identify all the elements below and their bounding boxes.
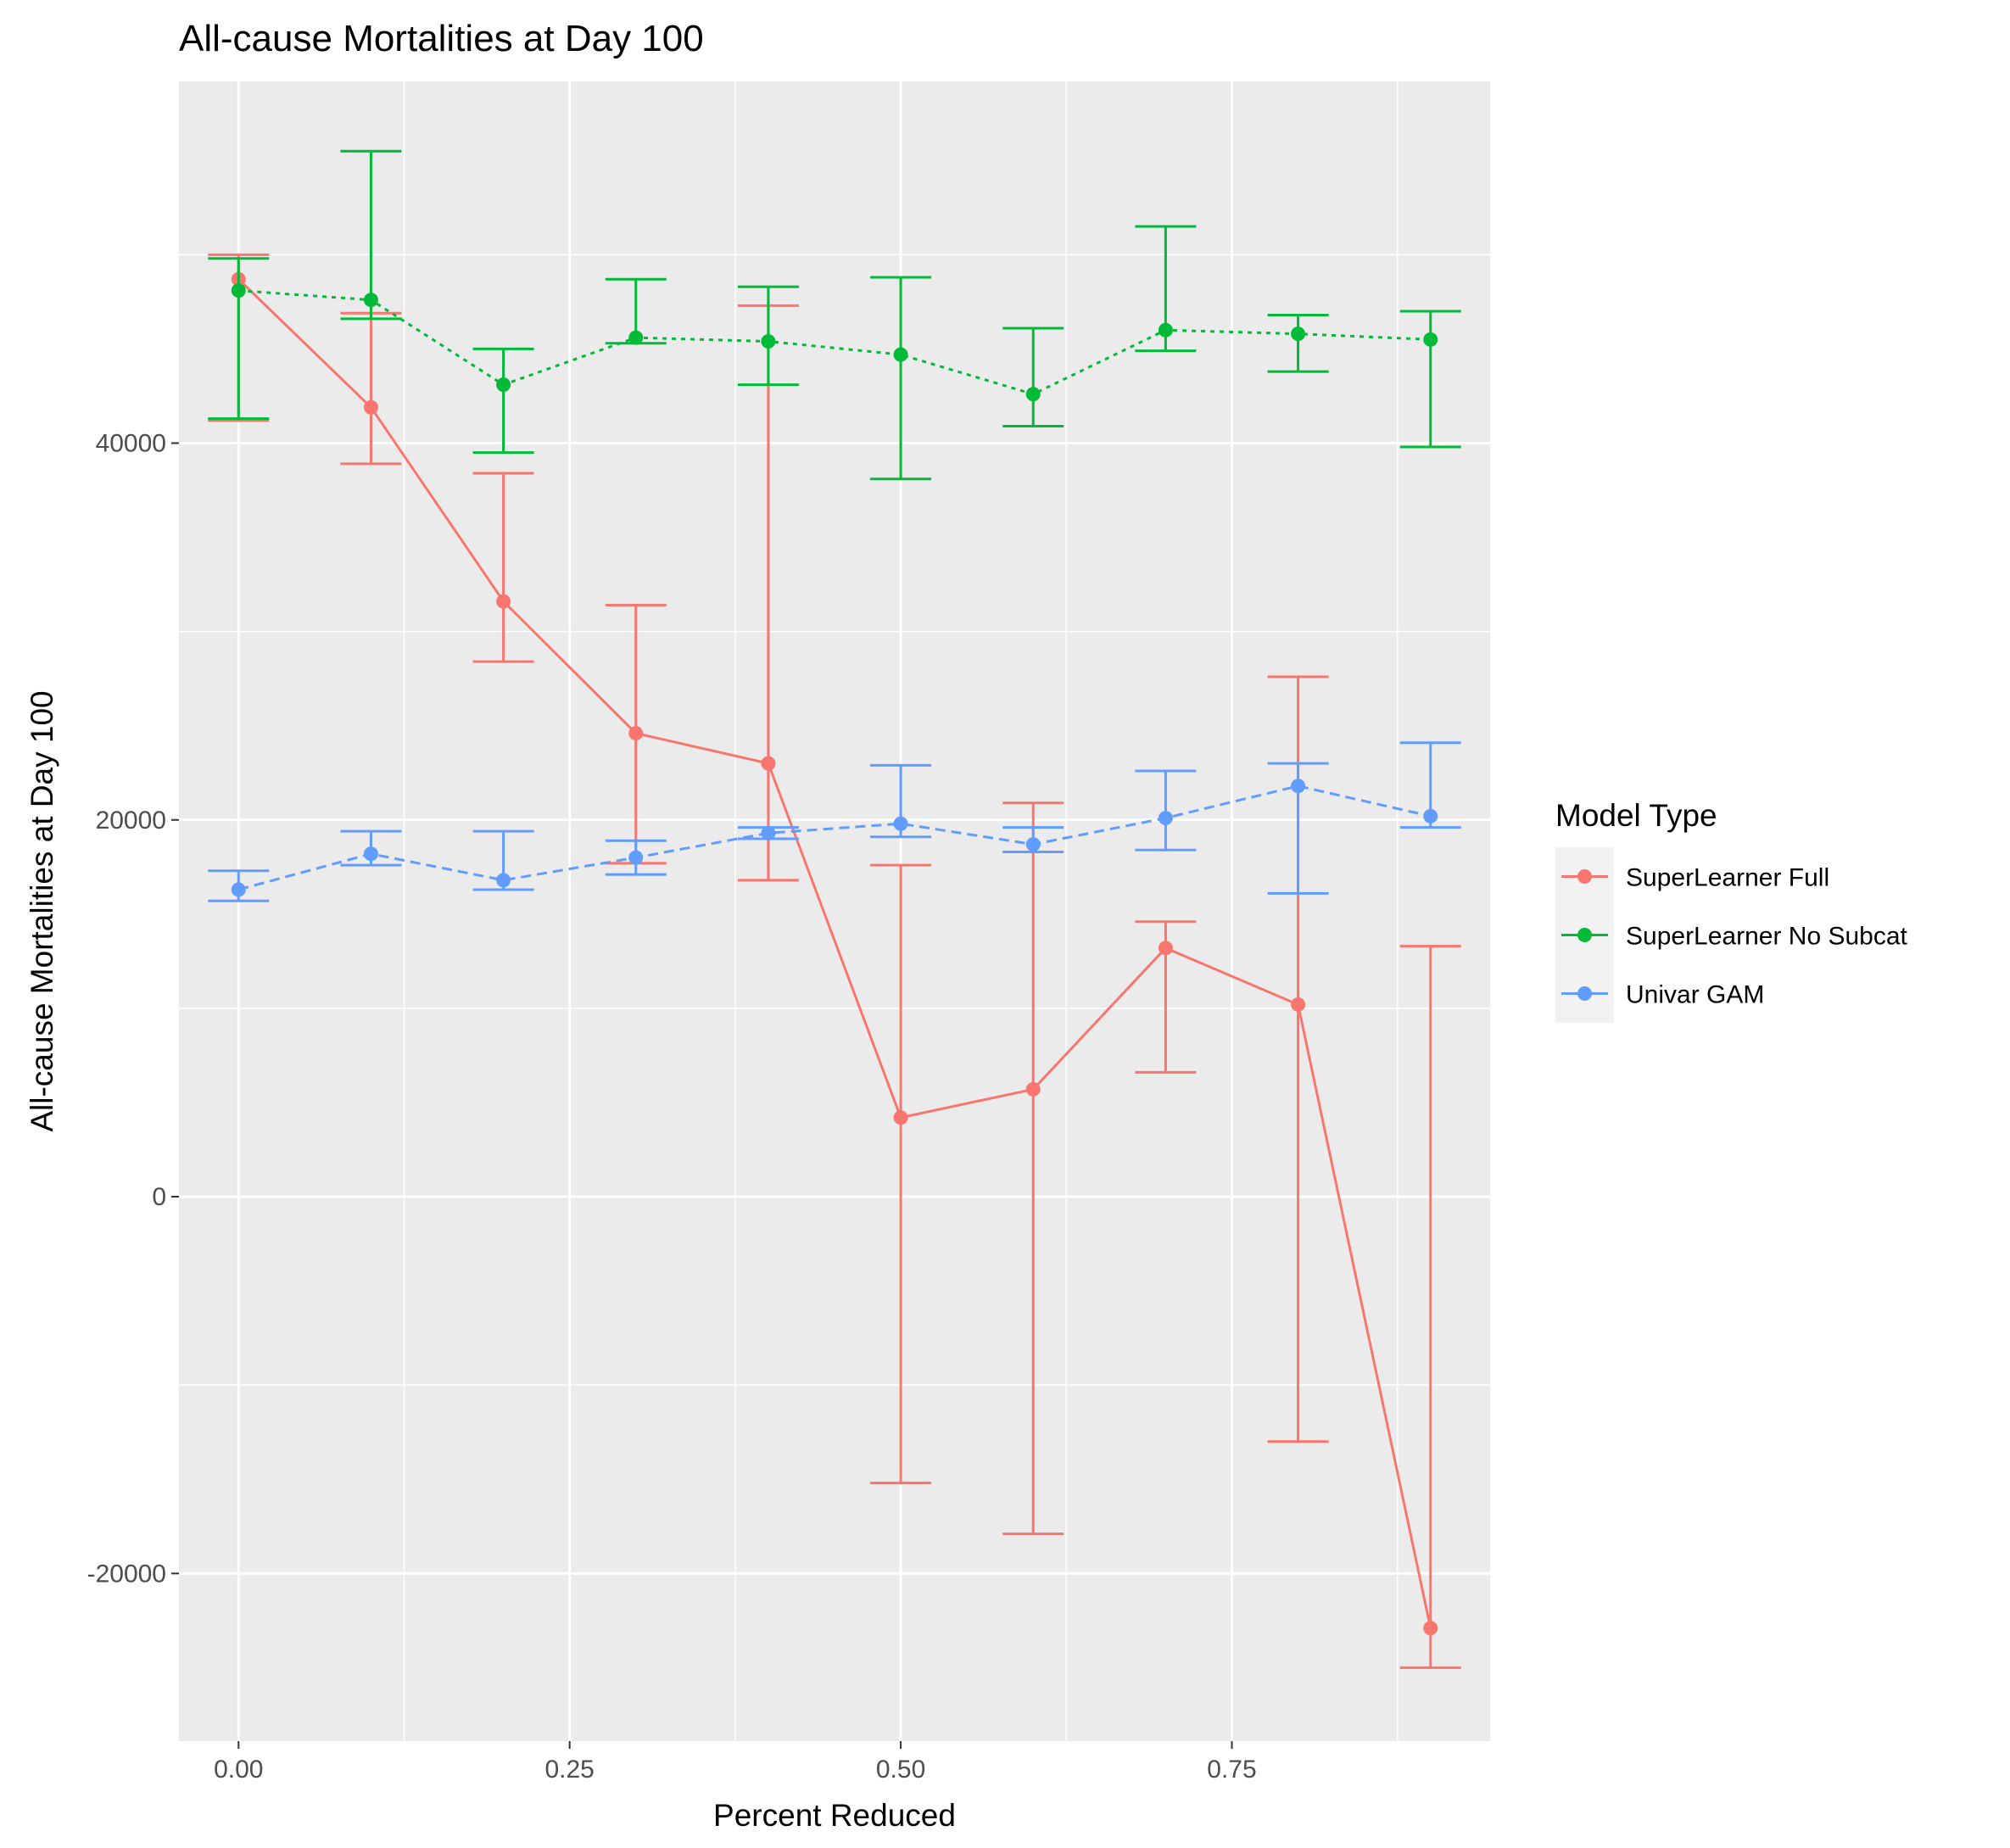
data-point <box>231 882 246 897</box>
legend-item: SuperLearner No Subcat <box>1555 906 1908 964</box>
data-point <box>496 377 511 393</box>
x-tick-label: 0.50 <box>876 1756 925 1784</box>
chart-title: All-cause Mortalities at Day 100 <box>179 18 704 59</box>
data-point <box>761 825 776 840</box>
data-point <box>1423 332 1438 347</box>
data-point <box>893 816 908 831</box>
x-tick-label: 0.25 <box>544 1756 594 1784</box>
data-point <box>893 1110 908 1125</box>
y-axis-ticks: -20000 0 20000 40000 <box>87 429 179 1588</box>
legend-label: SuperLearner No Subcat <box>1626 923 1908 951</box>
series <box>208 741 1461 902</box>
data-point <box>761 756 776 771</box>
series-layer <box>208 149 1461 1669</box>
data-point <box>1025 387 1041 402</box>
legend-label: Univar GAM <box>1626 981 1764 1009</box>
data-point <box>1291 327 1306 342</box>
y-tick-label: 40000 <box>96 429 166 457</box>
data-point <box>893 347 908 362</box>
plot-panel <box>179 81 1490 1741</box>
data-point <box>363 399 378 415</box>
legend-title: Model Type <box>1555 798 1717 833</box>
x-tick-label: 0.00 <box>214 1756 263 1784</box>
legend-key-point <box>1577 928 1592 942</box>
series-line <box>237 278 1432 1629</box>
legend-item: Univar GAM <box>1555 964 1764 1023</box>
series-line <box>238 289 1431 396</box>
x-tick-label: 0.75 <box>1207 1756 1256 1784</box>
data-point <box>1158 322 1173 338</box>
data-point <box>1423 808 1438 824</box>
data-point <box>231 283 246 299</box>
data-point <box>628 330 644 345</box>
data-point <box>761 334 776 349</box>
x-axis-title: Percent Reduced <box>713 1798 956 1833</box>
y-axis-title: All-cause Mortalities at Day 100 <box>25 690 59 1131</box>
legend-keys: SuperLearner Full SuperLearner No Subcat U… <box>1555 847 1908 1023</box>
data-point <box>1158 811 1173 826</box>
series <box>208 149 1461 481</box>
data-point <box>1025 1081 1041 1097</box>
y-tick-label: 0 <box>152 1183 166 1211</box>
legend: Model Type SuperLearner FullSuperLearner… <box>1555 798 1908 1023</box>
data-point <box>1291 997 1306 1012</box>
data-point <box>363 846 378 862</box>
legend-key-point <box>1577 986 1592 1001</box>
data-point <box>496 594 511 609</box>
data-point <box>1423 1621 1438 1636</box>
legend-key-point <box>1577 869 1592 884</box>
y-tick-label: -20000 <box>87 1560 166 1588</box>
data-point <box>1025 837 1041 852</box>
data-point <box>496 873 511 888</box>
data-point <box>1158 941 1173 956</box>
minor-gridlines <box>179 81 1490 1741</box>
data-point <box>363 293 378 308</box>
y-tick-label: 20000 <box>96 807 166 835</box>
data-point <box>1291 779 1306 794</box>
legend-item: SuperLearner Full <box>1555 847 1829 906</box>
x-axis-ticks: 0.00 0.25 0.50 0.75 <box>214 1741 1257 1784</box>
data-point <box>628 726 644 741</box>
data-point <box>628 850 644 865</box>
legend-label: SuperLearner Full <box>1626 864 1829 892</box>
